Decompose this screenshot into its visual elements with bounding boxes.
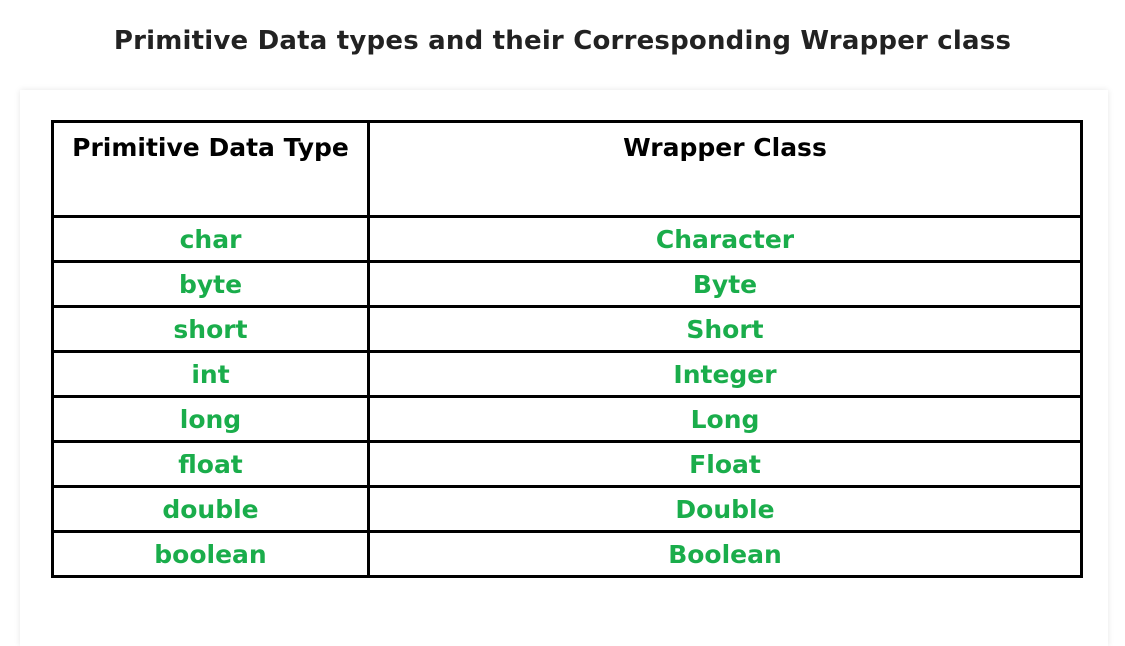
wrapper-cell: Character — [367, 215, 1083, 263]
primitive-cell: long — [51, 395, 370, 443]
header-primitive-data-type: Primitive Data Type — [51, 120, 370, 218]
primitive-cell: boolean — [51, 530, 370, 578]
wrapper-cell: Double — [367, 485, 1083, 533]
wrapper-cell: Float — [367, 440, 1083, 488]
primitive-cell: float — [51, 440, 370, 488]
primitive-cell: byte — [51, 260, 370, 308]
wrapper-cell: Short — [367, 305, 1083, 353]
wrapper-cell: Byte — [367, 260, 1083, 308]
table-row: byte Byte — [51, 260, 1083, 308]
table-row: float Float — [51, 440, 1083, 488]
table-row: long Long — [51, 395, 1083, 443]
primitive-cell: char — [51, 215, 370, 263]
table-row: char Character — [51, 215, 1083, 263]
table-row: int Integer — [51, 350, 1083, 398]
wrapper-cell: Integer — [367, 350, 1083, 398]
wrapper-class-table: Primitive Data Type Wrapper Class char C… — [51, 120, 1083, 578]
wrapper-cell: Long — [367, 395, 1083, 443]
page-title: Primitive Data types and their Correspon… — [113, 26, 1012, 56]
primitive-cell: double — [51, 485, 370, 533]
primitive-cell: int — [51, 350, 370, 398]
table-row: double Double — [51, 485, 1083, 533]
table-row: short Short — [51, 305, 1083, 353]
header-wrapper-class: Wrapper Class — [367, 120, 1083, 218]
table-row: boolean Boolean — [51, 530, 1083, 578]
wrapper-cell: Boolean — [367, 530, 1083, 578]
table-header-row: Primitive Data Type Wrapper Class — [51, 120, 1083, 218]
primitive-cell: short — [51, 305, 370, 353]
